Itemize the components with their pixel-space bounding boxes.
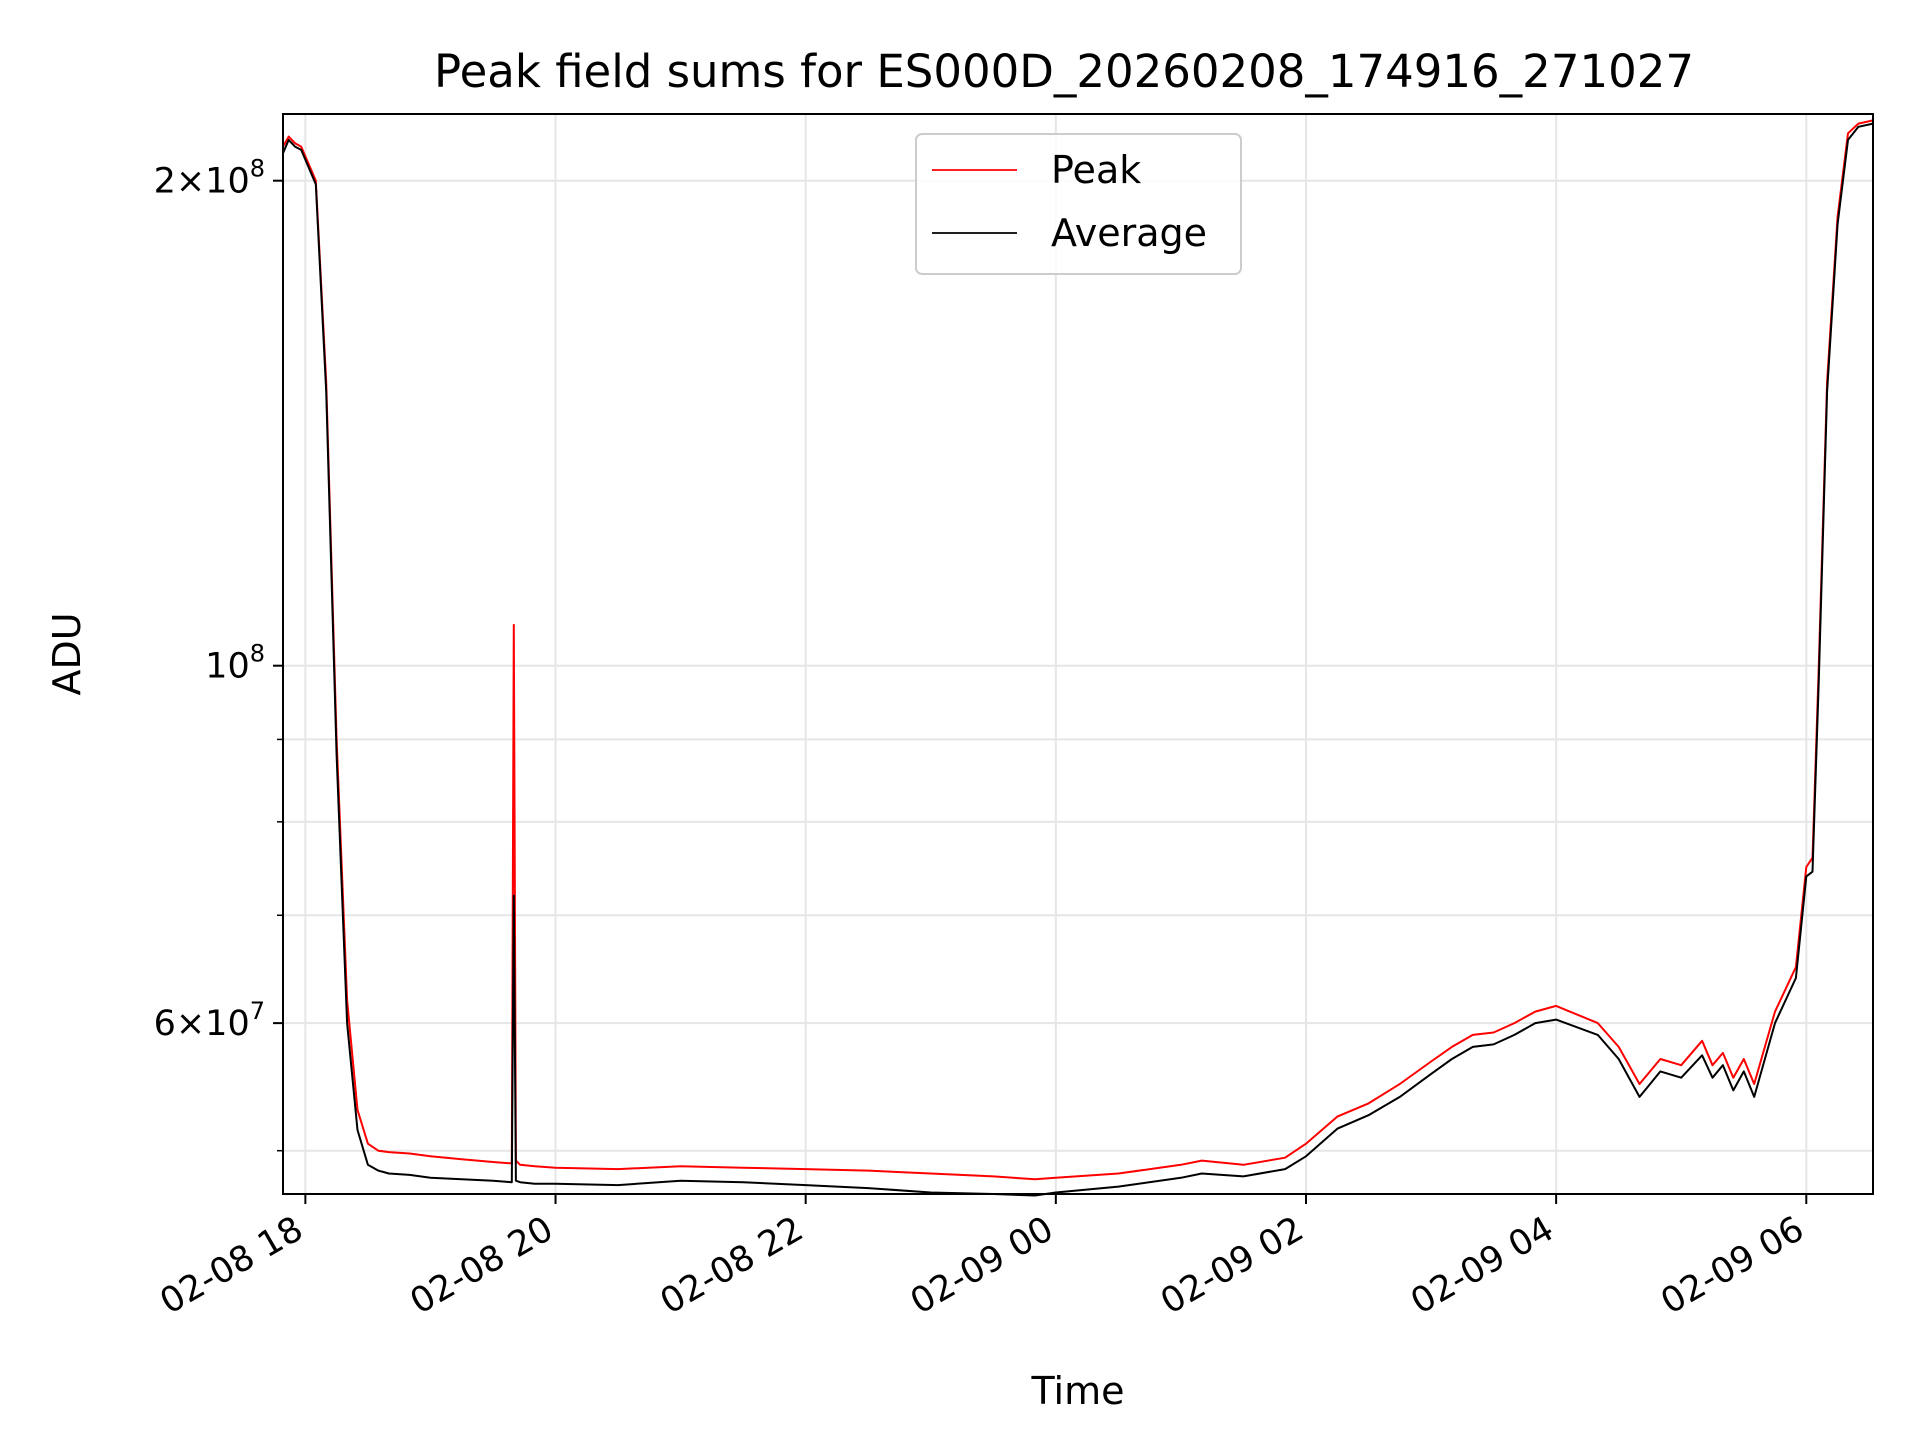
legend-label-average: Average xyxy=(1051,211,1207,255)
y-tick-label: 2×108 xyxy=(154,155,265,202)
series-line-average xyxy=(282,122,1874,1197)
plot-frame xyxy=(282,113,1874,1195)
plot-series xyxy=(282,119,1874,1197)
legend-box xyxy=(915,133,1242,275)
y-tick-label: 6×107 xyxy=(154,997,265,1044)
y-axis-label: ADU xyxy=(45,612,89,695)
legend-label-peak: Peak xyxy=(1051,148,1141,192)
y-tick-label: 108 xyxy=(205,640,265,687)
legend: Peak Average xyxy=(915,133,1242,275)
x-axis-label: Time xyxy=(1031,1369,1125,1413)
chart-title: Peak field sums for ES000D_20260208_1749… xyxy=(434,45,1694,98)
series-line-peak xyxy=(282,119,1874,1181)
